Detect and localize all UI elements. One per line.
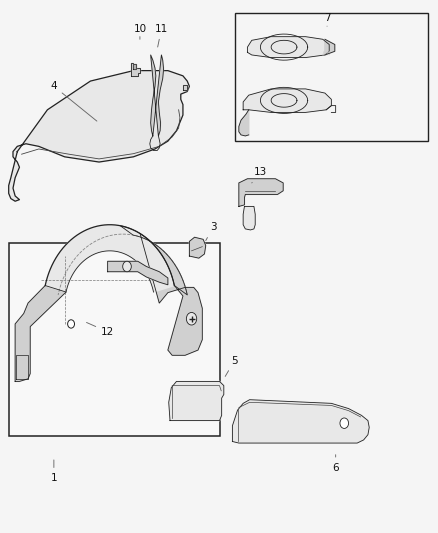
Polygon shape [132, 64, 136, 69]
Polygon shape [15, 286, 66, 382]
Polygon shape [45, 225, 174, 292]
Polygon shape [183, 85, 187, 90]
Polygon shape [131, 63, 140, 76]
Polygon shape [243, 206, 254, 230]
Text: 11: 11 [155, 24, 168, 47]
Text: 1: 1 [50, 460, 57, 483]
Polygon shape [238, 179, 283, 206]
Text: 5: 5 [225, 356, 237, 376]
Text: 10: 10 [133, 24, 146, 39]
Polygon shape [232, 400, 368, 443]
Polygon shape [324, 39, 334, 55]
Text: 3: 3 [205, 222, 216, 240]
Text: 4: 4 [50, 82, 97, 121]
Polygon shape [243, 89, 331, 112]
Polygon shape [140, 233, 202, 356]
Polygon shape [107, 261, 167, 285]
Text: 13: 13 [251, 167, 266, 183]
Polygon shape [120, 225, 187, 295]
Circle shape [339, 418, 348, 429]
Text: 6: 6 [332, 455, 338, 473]
Bar [9, 243, 219, 436]
Text: 12: 12 [86, 322, 114, 337]
Circle shape [67, 320, 74, 328]
Circle shape [122, 261, 131, 272]
Polygon shape [238, 110, 248, 136]
Circle shape [186, 312, 196, 325]
Polygon shape [150, 55, 163, 136]
Polygon shape [9, 71, 189, 201]
Polygon shape [247, 37, 328, 58]
Polygon shape [168, 382, 223, 421]
Bar [234, 13, 427, 141]
Polygon shape [189, 237, 205, 258]
Text: 7: 7 [323, 13, 330, 26]
